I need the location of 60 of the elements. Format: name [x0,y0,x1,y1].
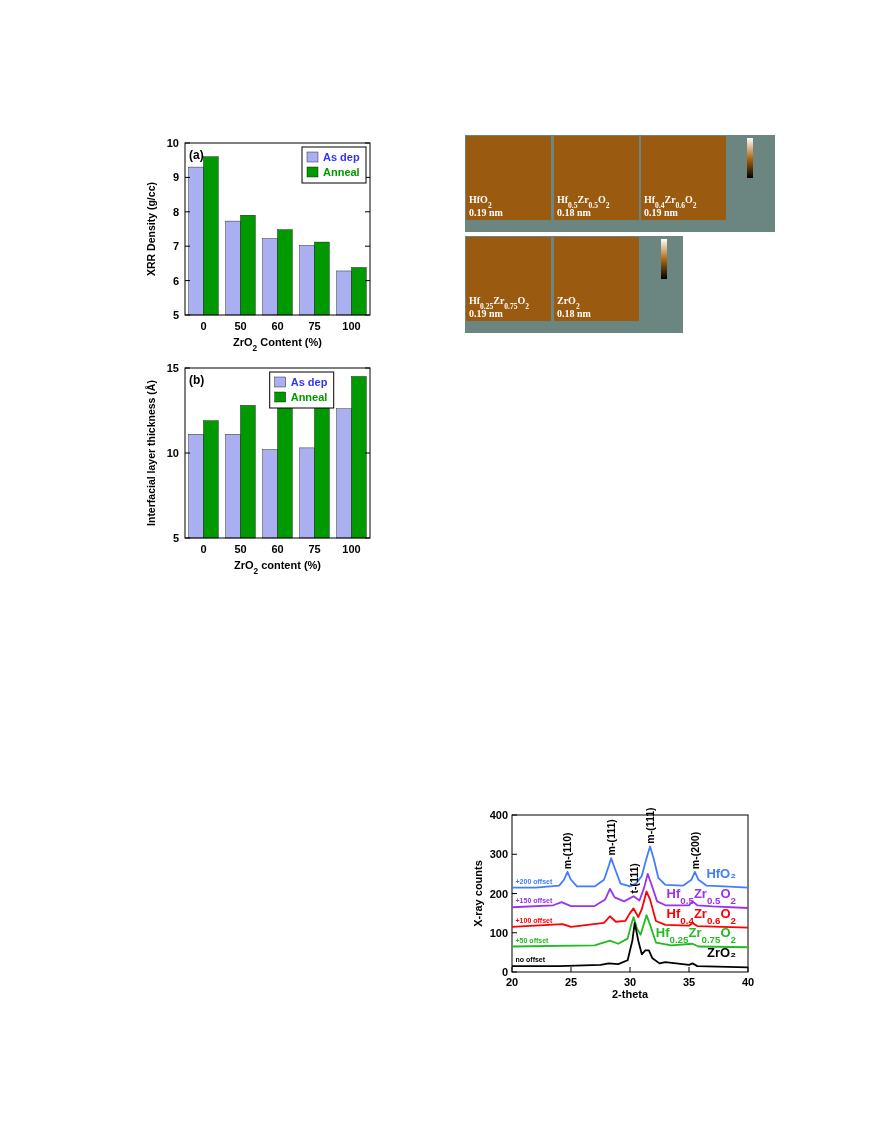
text: HfO$_{2}$ [469,194,492,210]
y-tick-label: 10 [166,137,179,149]
annotation: m-(110) [561,832,574,870]
y-tick-label: 100 [489,926,508,939]
x-tick-label: 75 [308,320,321,332]
x-tick-label: 25 [564,976,578,988]
x-axis-title: 2-theta [611,988,649,1000]
x-tick-label: 60 [271,543,284,555]
y-tick-label: 5 [172,532,179,544]
annotation: m-(111) [605,819,618,856]
y-tick-label: 0 [501,966,508,978]
text: Hf$_{0.5}$Zr$_{0.5}$O$_{2}$ [557,194,610,210]
text: 0.18 nm [557,207,592,218]
x-tick-label: 0 [200,320,207,332]
y-axis-title: X-ray counts [472,860,484,927]
y-tick-label: 5 [172,309,179,321]
series-label: ZrO₂ [707,945,737,961]
y-tick-label: 9 [172,171,179,184]
y-tick-label: 7 [172,240,179,253]
annotation: (a) [189,148,204,162]
x-tick-label: 30 [623,976,637,988]
legend-label: As dep [323,151,360,163]
legend-label: As dep [290,376,328,388]
text: 0.18 nm [557,308,592,319]
text: 0.19 nm [469,207,504,218]
text: Hf$_{0.4}$Zr$_{0.6}$O$_{2}$ [644,194,697,210]
series-label: Hf$_{0.25}$Zr$_{0.75}$O$_{2}$ [655,925,737,945]
annotation: (b) [189,373,205,387]
y-tick-label: 15 [166,362,179,374]
x-tick-label: 75 [308,543,321,555]
y-tick-label: 400 [489,809,508,821]
x-tick-label: 20 [505,976,519,988]
x-tick-label: 100 [342,543,361,555]
x-tick-label: 50 [234,320,247,332]
legend-label: Anneal [290,391,328,403]
y-tick-label: 10 [166,447,179,459]
legend-label: Anneal [323,166,360,178]
text: Hf$_{0.25}$Zr$_{0.75}$O$_{2}$ [469,295,530,311]
series-label: Hf$_{0.4}$Zr$_{0.6}$O$_{2}$ [666,905,737,926]
x-tick-label: 40 [741,976,755,988]
y-tick-label: 300 [489,848,508,861]
y-tick-label: 6 [172,274,179,287]
y-tick-label: 200 [489,887,508,900]
text: 0.19 nm [644,207,679,218]
text: 0.19 nm [469,308,504,319]
series-label: HfO₂ [706,865,737,881]
x-tick-label: 35 [682,976,696,988]
x-tick-label: 0 [200,543,207,555]
x-tick-label: 50 [234,543,247,555]
y-tick-label: 8 [172,205,179,218]
y-axis-title: XRR Density (g/cc) [145,182,157,276]
text: ZrO$_{2}$ [557,295,580,311]
annotation: m-(200) [688,831,701,870]
x-tick-label: 100 [342,320,361,332]
annotation: t-(111) [627,863,640,894]
x-axis-title: ZrO$_{2}$ content (%) [233,559,322,576]
y-axis-title: Interfacial layer thickness (Å) [145,380,157,526]
x-tick-label: 60 [271,320,284,332]
x-axis-title: ZrO$_{2}$ Content (%) [233,336,323,353]
annotation: m-(111) [644,807,657,844]
